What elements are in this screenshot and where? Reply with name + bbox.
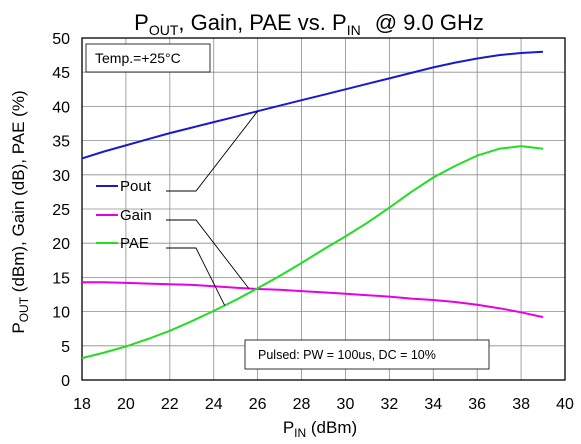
title-in-sub: IN [347,22,361,38]
y-tick-label: 35 [52,134,70,151]
y-tick-label: 0 [61,373,70,390]
legend-leader-gain [166,219,250,289]
y-tick-label: 45 [52,65,70,82]
x-tick-label: 32 [380,396,398,413]
chart-title: POUT, Gain, PAE vs. PIN @ 9.0 GHz [134,10,484,38]
series-line-pae [81,145,544,360]
y-tick-label: 30 [52,168,70,185]
legend-label-pout: Pout [120,178,152,195]
x-tick-label: 40 [556,396,574,413]
legend: Pout Gain PAE [96,110,258,306]
title-rest: , Gain, PAE vs. P [178,10,346,35]
legend-label-pae: PAE [120,235,149,252]
x-tick-label: 20 [117,396,135,413]
y-tick-label: 5 [61,339,70,356]
temp-box [85,43,211,73]
series-line-pout [81,50,544,160]
y-tick-label: 10 [52,305,70,322]
ylabel-p: P [9,322,28,333]
title-p-sub: OUT [149,22,179,38]
y-tick-label: 20 [52,236,70,253]
x-tick-label: 28 [293,396,311,413]
title-p: P [134,10,149,35]
series-line-gain [82,281,544,319]
xlabel-rest: (dBm) [306,418,357,437]
temp-annotation: Temp.=+25°C [95,50,181,66]
ylabel-sub: OUT [17,296,31,322]
x-tick-label: 22 [161,396,179,413]
y-tick-label: 15 [52,270,70,287]
x-tick-label: 26 [249,396,267,413]
title-freq: @ 9.0 GHz [375,10,484,35]
legend-label-gain: Gain [120,207,152,224]
plot-border [81,37,566,381]
y-tick-label: 40 [52,99,70,116]
x-tick-label: 24 [205,396,223,413]
x-tick-label: 18 [73,396,91,413]
y-tick-labels: 0 5 10 15 20 25 30 35 40 45 50 [52,31,70,390]
y-axis-label: POUT (dBm), Gain (dB), PAE (%) [9,90,31,333]
legend-leader-pae [166,247,226,306]
y-tick-label: 25 [52,202,70,219]
x-tick-label: 30 [337,396,355,413]
xlabel-sub: IN [294,426,306,440]
xlabel-p: P [283,418,294,437]
series-layer [81,50,544,360]
ylabel-rest: (dBm), Gain (dB), PAE (%) [9,90,28,297]
pulsed-box [244,339,490,370]
x-axis-label: PIN (dBm) [283,418,357,440]
x-tick-labels: 18 20 22 24 26 28 30 32 34 36 38 40 [73,396,574,413]
legend-leader-pout [166,110,258,192]
x-tick-label: 38 [512,396,530,413]
x-tick-label: 34 [424,396,442,413]
pulsed-annotation: Pulsed: PW = 100us, DC = 10% [258,348,436,362]
y-tick-label: 50 [52,31,70,48]
x-tick-label: 36 [468,396,486,413]
